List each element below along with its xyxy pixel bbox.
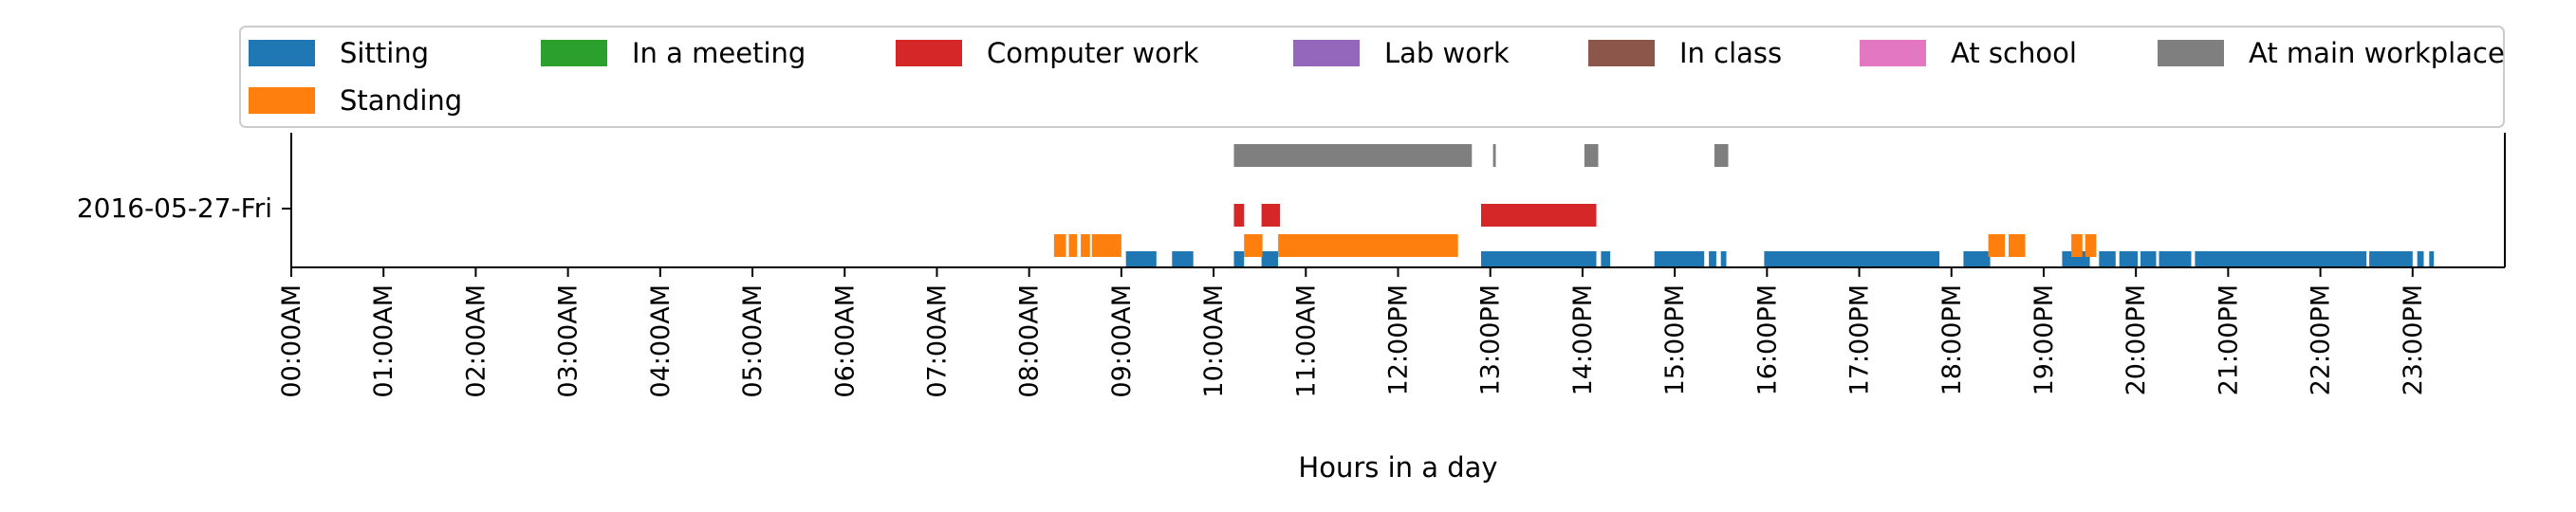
x-tick-label: 19:00PM <box>2029 284 2059 395</box>
x-tick-label: 02:00AM <box>461 284 491 398</box>
x-tick-label: 15:00PM <box>1660 284 1690 395</box>
x-tick-label: 17:00PM <box>1845 284 1875 395</box>
x-tick-label: 03:00AM <box>554 284 584 398</box>
standing-bar <box>2071 234 2083 257</box>
standing-bar <box>1091 234 1121 257</box>
standing-bar <box>1053 234 1066 257</box>
x-tick-label: 13:00PM <box>1476 284 1506 395</box>
x-tick-label: 12:00PM <box>1384 284 1414 395</box>
legend-swatch-in-a-meeting <box>541 40 607 66</box>
x-tick-label: 07:00AM <box>923 284 953 398</box>
at-main-workplace-bar <box>1492 144 1496 167</box>
sitting-bar <box>2195 251 2367 266</box>
sitting-bar <box>2159 251 2192 266</box>
x-axis-label: Hours in a day <box>1298 451 1497 484</box>
computer-work-bar <box>1233 204 1245 227</box>
standing-bar <box>1244 234 1263 257</box>
x-ticks: 00:00AM 01:00AM 02:00AM 03:00AM 04:00AM 05:00… <box>277 267 2428 398</box>
sitting-bar <box>1261 251 1279 266</box>
sitting-bar <box>2417 251 2424 266</box>
legend-frame <box>239 26 2505 128</box>
sitting-bar <box>1720 251 1727 266</box>
x-tick-label: 00:00AM <box>277 284 306 398</box>
sitting-bar <box>1233 251 1245 266</box>
sitting-bar <box>1709 251 1716 266</box>
legend-label-standing: Standing <box>340 84 462 117</box>
sitting-bar <box>1172 251 1194 266</box>
legend-label-computer-work: Computer work <box>987 37 1199 69</box>
x-tick-label: 04:00AM <box>646 284 676 398</box>
activity-bars <box>1053 144 2435 266</box>
computer-work-bar <box>1261 204 1280 227</box>
legend-swatch-in-class <box>1588 40 1655 66</box>
legend-swatch-computer-work <box>896 40 962 66</box>
sitting-bar <box>1125 251 1157 266</box>
legend-swatch-sitting <box>249 40 315 66</box>
legend-label-at-school: At school <box>1951 37 2077 69</box>
x-tick-label: 11:00AM <box>1291 284 1321 398</box>
legend-swatch-lab-work <box>1293 40 1360 66</box>
standing-bar <box>1278 234 1458 257</box>
row-label: 2016-05-27-Fri <box>77 192 272 224</box>
x-tick-label: 10:00AM <box>1199 284 1229 398</box>
at-main-workplace-bar <box>1233 144 1473 167</box>
sitting-bar <box>2429 251 2435 266</box>
sitting-bar <box>2099 251 2116 266</box>
standing-bar <box>1068 234 1078 257</box>
x-tick-label: 08:00AM <box>1015 284 1045 398</box>
legend-swatch-at-school <box>1860 40 1926 66</box>
x-tick-label: 18:00PM <box>1937 284 1967 395</box>
at-main-workplace-bar <box>1714 144 1729 167</box>
sitting-bar <box>1481 251 1597 266</box>
x-tick-label: 21:00PM <box>2214 284 2243 395</box>
x-tick-label: 20:00PM <box>2122 284 2151 395</box>
x-tick-label: 09:00AM <box>1107 284 1137 398</box>
standing-bar <box>2009 234 2026 257</box>
at-main-workplace-bar <box>1584 144 1599 167</box>
x-tick-label: 23:00PM <box>2399 284 2428 395</box>
sitting-bar <box>1654 251 1705 266</box>
computer-work-bar <box>1481 204 1597 227</box>
legend: Sitting In a meeting Computer work Lab work… <box>239 26 2505 128</box>
standing-bar <box>2085 234 2097 257</box>
sitting-bar <box>1601 251 1611 266</box>
x-tick-label: 01:00AM <box>369 284 398 398</box>
x-tick-label: 06:00AM <box>830 284 860 398</box>
legend-swatch-standing <box>249 87 315 114</box>
sitting-bar <box>1764 251 1940 266</box>
sitting-bar <box>1963 251 1991 266</box>
legend-label-sitting: Sitting <box>340 37 429 69</box>
legend-swatch-at-main-workplace <box>2158 40 2224 66</box>
standing-bar <box>1081 234 1090 257</box>
x-tick-label: 22:00PM <box>2307 284 2336 395</box>
sitting-bar <box>2062 251 2090 266</box>
x-tick-label: 05:00AM <box>738 284 768 398</box>
standing-bar <box>1988 234 2006 257</box>
sitting-bar <box>2119 251 2139 266</box>
sitting-bar <box>2369 251 2413 266</box>
legend-label-in-a-meeting: In a meeting <box>632 37 806 69</box>
legend-label-lab-work: Lab work <box>1384 37 1510 69</box>
x-tick-label: 14:00PM <box>1568 284 1598 395</box>
legend-label-in-class: In class <box>1679 37 1782 69</box>
x-tick-label: 16:00PM <box>1752 284 1782 395</box>
sitting-bar <box>2140 251 2157 266</box>
legend-label-at-main-workplace: At main workplace <box>2249 37 2505 69</box>
